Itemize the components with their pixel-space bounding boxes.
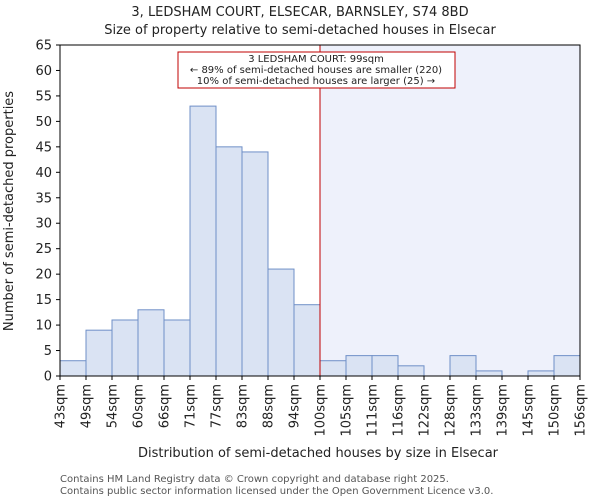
y-tick-label: 25	[35, 242, 52, 257]
highlight-region	[320, 45, 580, 376]
y-tick-label: 55	[35, 89, 52, 104]
histogram-bar	[319, 360, 347, 377]
y-tick-label: 60	[35, 64, 52, 79]
histogram-bar	[527, 370, 555, 377]
y-tick-label: 30	[35, 217, 52, 232]
y-tick-label: 0	[44, 370, 52, 385]
histogram-bar	[397, 365, 425, 377]
x-tick-label: 83sqm	[236, 384, 251, 428]
chart-title: 3, LEDSHAM COURT, ELSECAR, BARNSLEY, S74…	[131, 5, 468, 20]
y-tick-label: 5	[44, 344, 52, 359]
x-tick-label: 88sqm	[262, 384, 277, 428]
y-tick-label: 20	[35, 268, 52, 283]
y-tick-label: 65	[35, 39, 52, 54]
x-tick-label: 128sqm	[444, 384, 459, 437]
y-tick-label: 35	[35, 191, 52, 206]
histogram-bar	[267, 268, 295, 377]
x-axis-title: Distribution of semi-detached houses by …	[138, 446, 499, 461]
x-tick-label: 111sqm	[366, 384, 381, 437]
x-tick-label: 100sqm	[314, 384, 329, 437]
x-tick-label: 145sqm	[522, 384, 537, 437]
histogram-bar	[449, 355, 477, 377]
histogram-bar	[241, 151, 269, 377]
x-tick-label: 133sqm	[470, 384, 485, 437]
annotation-line-2: ← 89% of semi-detached houses are smalle…	[190, 65, 442, 76]
histogram-bar	[111, 319, 139, 377]
x-tick-label: 94sqm	[288, 384, 303, 428]
histogram-bar	[59, 360, 87, 377]
histogram-bar	[293, 304, 321, 377]
histogram-bar	[137, 309, 165, 377]
histogram-bar	[475, 370, 503, 377]
x-tick-label: 54sqm	[106, 384, 121, 428]
x-tick-label: 122sqm	[418, 384, 433, 437]
y-tick-label: 15	[35, 293, 52, 308]
x-tick-label: 105sqm	[340, 384, 355, 437]
x-tick-label: 60sqm	[132, 384, 147, 428]
x-tick-label: 49sqm	[80, 384, 95, 428]
histogram-bar	[85, 329, 113, 377]
x-tick-label: 116sqm	[392, 384, 407, 437]
x-tick-label: 139sqm	[496, 384, 511, 437]
histogram-bar	[163, 319, 191, 377]
histogram-bar	[215, 146, 243, 377]
annotation-line-1: 3 LEDSHAM COURT: 99sqm	[248, 54, 384, 65]
x-tick-label: 43sqm	[54, 384, 69, 428]
plot-frame	[59, 44, 581, 377]
annotation-box	[177, 51, 456, 89]
x-tick-label: 71sqm	[184, 384, 199, 428]
histogram-bar	[371, 355, 399, 377]
y-tick-label: 40	[35, 166, 52, 181]
chart-subtitle: Size of property relative to semi-detach…	[104, 23, 496, 38]
x-tick-label: 150sqm	[548, 384, 563, 437]
histogram-bar	[345, 355, 373, 377]
histogram-bar	[553, 355, 581, 377]
x-tick-label: 77sqm	[210, 384, 225, 428]
x-tick-label: 66sqm	[158, 384, 173, 428]
y-axis-title: Number of semi-detached properties	[2, 91, 17, 331]
footer-line-2: Contains public sector information licen…	[60, 486, 493, 497]
y-tick-label: 50	[35, 115, 52, 130]
annotation-line-3: 10% of semi-detached houses are larger (…	[197, 76, 435, 87]
footer-line-1: Contains HM Land Registry data © Crown c…	[60, 474, 449, 485]
y-tick-label: 10	[35, 319, 52, 334]
x-tick-label: 156sqm	[574, 384, 589, 437]
y-tick-label: 45	[35, 140, 52, 155]
histogram-bar	[189, 105, 217, 377]
